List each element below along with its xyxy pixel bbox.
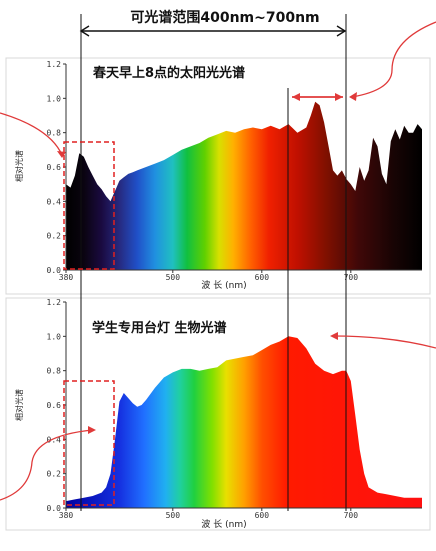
callout-top-right bbox=[351, 21, 436, 98]
arrowhead-right bbox=[336, 25, 347, 37]
top-y-tick-0.2: 0.2 bbox=[47, 232, 62, 241]
top-y-tick-1.0: 1.0 bbox=[47, 94, 62, 103]
top-x-tick-700: 700 bbox=[344, 273, 359, 282]
top-y-tick-0.6: 0.6 bbox=[47, 163, 62, 172]
top-y-tick-0.8: 0.8 bbox=[47, 129, 62, 138]
red-arrowhead-right bbox=[335, 93, 343, 101]
bottom-y-tick-1.0: 1.0 bbox=[47, 332, 62, 341]
red-arrowhead-left bbox=[292, 93, 300, 101]
top-x-axis-label: 波 长 (nm) bbox=[201, 279, 246, 291]
top-spectrum-chart: 380 500 600 700 0.0 0.2 0.4 0.6 0.8 1.0 1.2 波 长 (… bbox=[14, 60, 422, 291]
bottom-spectrum-area bbox=[66, 336, 422, 508]
bottom-x-tick-500: 500 bbox=[166, 511, 181, 520]
top-x-tick-600: 600 bbox=[255, 273, 270, 282]
top-y-tick-0.4: 0.4 bbox=[47, 197, 62, 206]
callout-bottom-right bbox=[333, 335, 436, 349]
top-x-tick-500: 500 bbox=[166, 273, 181, 282]
bottom-chart-title: 学生专用台灯 生物光谱 bbox=[92, 320, 227, 336]
callout-bottom-right-arrowhead bbox=[330, 332, 338, 340]
bottom-y-axis-label: 相对光谱 bbox=[14, 389, 24, 421]
top-y-axis-label: 相对光谱 bbox=[14, 150, 24, 182]
callout-top-left bbox=[0, 112, 63, 156]
visible-range-label: 可光谱范围400nm~700nm bbox=[130, 9, 319, 26]
bottom-y-tick-0.0: 0.0 bbox=[47, 504, 62, 513]
top-y-tick-1.2: 1.2 bbox=[47, 60, 62, 69]
bottom-x-tick-380: 380 bbox=[59, 511, 74, 520]
bottom-y-tick-0.6: 0.6 bbox=[47, 401, 62, 410]
callout-bottom-left bbox=[0, 429, 93, 501]
bottom-uv-dashed-box bbox=[63, 380, 115, 506]
top-uv-dashed-box bbox=[63, 141, 115, 270]
bottom-y-tick-0.4: 0.4 bbox=[47, 435, 62, 444]
top-y-tick-0.0: 0.0 bbox=[47, 266, 62, 275]
bottom-y-tick-1.2: 1.2 bbox=[47, 298, 62, 307]
callout-top-right-arrowhead bbox=[349, 92, 357, 101]
top-chart-title: 春天早上8点的太阳光光谱 bbox=[92, 65, 245, 81]
bottom-y-tick-0.2: 0.2 bbox=[47, 470, 62, 479]
top-spectrum-area bbox=[66, 101, 422, 270]
bottom-x-axis-label: 波 长 (nm) bbox=[201, 518, 246, 530]
bottom-x-tick-600: 600 bbox=[255, 511, 270, 520]
bottom-x-tick-700: 700 bbox=[344, 511, 359, 520]
top-x-tick-380: 380 bbox=[59, 273, 74, 282]
callout-top-left-arrowhead bbox=[57, 151, 66, 158]
bottom-y-tick-0.8: 0.8 bbox=[47, 367, 62, 376]
callout-bottom-left-arrowhead bbox=[88, 426, 96, 434]
bottom-spectrum-chart: 380 500 600 700 0.0 0.2 0.4 0.6 0.8 1.0 1.2 波 长 (… bbox=[14, 298, 422, 530]
